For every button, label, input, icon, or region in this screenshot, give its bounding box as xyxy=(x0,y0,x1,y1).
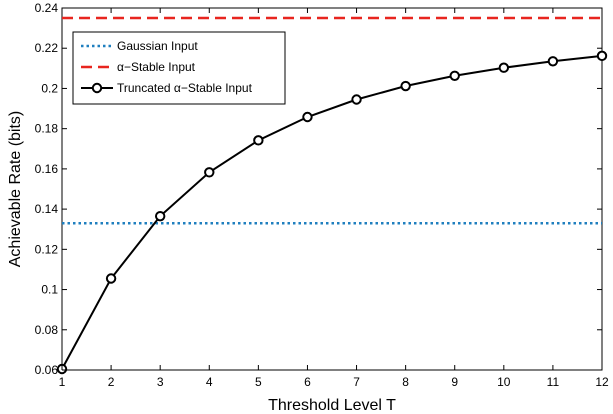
y-tick-label: 0.08 xyxy=(35,323,59,337)
data-point xyxy=(400,80,411,92)
data-point xyxy=(351,94,362,105)
x-axis-label: Threshold Level T xyxy=(268,397,396,414)
y-tick-label: 0.14 xyxy=(35,202,59,216)
x-tick-label: 11 xyxy=(547,375,560,389)
data-point xyxy=(154,210,166,222)
data-point xyxy=(498,62,510,73)
legend-label-2: α−Stable Input xyxy=(117,60,196,74)
y-tick-label: 0.22 xyxy=(35,41,59,55)
data-point xyxy=(105,273,117,284)
data-point xyxy=(253,135,264,146)
y-tick-label: 0.12 xyxy=(35,242,59,256)
data-point xyxy=(547,56,559,67)
y-tick-label: 0.16 xyxy=(35,162,59,176)
data-point xyxy=(302,111,313,123)
ticks-layer: 1 2 3 4 5 6 7 8 9 10 11 120.060.080.10.120.140.160.… xyxy=(35,1,609,389)
legend-marker xyxy=(91,82,103,94)
data-point xyxy=(449,70,460,81)
x-tick-label: 8 xyxy=(402,375,409,389)
series-line-3 xyxy=(61,54,603,370)
legend-label-1: Gaussian Input xyxy=(117,39,198,53)
x-tick-label: 3 xyxy=(157,375,164,389)
x-tick-label: 7 xyxy=(353,375,360,389)
y-tick-label: 0.06 xyxy=(35,363,59,377)
x-tick-label: 4 xyxy=(206,375,213,389)
y-tick-label: 0.2 xyxy=(41,81,58,95)
x-tick-label: 10 xyxy=(497,375,511,389)
x-tick-label: 9 xyxy=(451,375,458,389)
series-layer xyxy=(56,16,608,375)
y-tick-label: 0.18 xyxy=(35,122,59,136)
legend: Gaussian Input α−Stable Input Truncated α−… xyxy=(72,31,286,105)
legend-label-3: Truncated α−Stable Input xyxy=(117,81,253,95)
x-tick-label: 6 xyxy=(304,375,311,389)
y-tick-label: 0.1 xyxy=(41,283,58,297)
y-tick-label: 0.24 xyxy=(35,1,59,15)
y-axis-label: Achievable Rate (bits) xyxy=(7,111,24,268)
x-tick-label: 5 xyxy=(255,375,262,389)
data-point xyxy=(204,167,215,178)
x-tick-label: 1 xyxy=(59,375,66,389)
x-tick-label: 2 xyxy=(108,375,115,389)
data-point xyxy=(596,50,608,62)
x-tick-label: 12 xyxy=(595,375,609,389)
